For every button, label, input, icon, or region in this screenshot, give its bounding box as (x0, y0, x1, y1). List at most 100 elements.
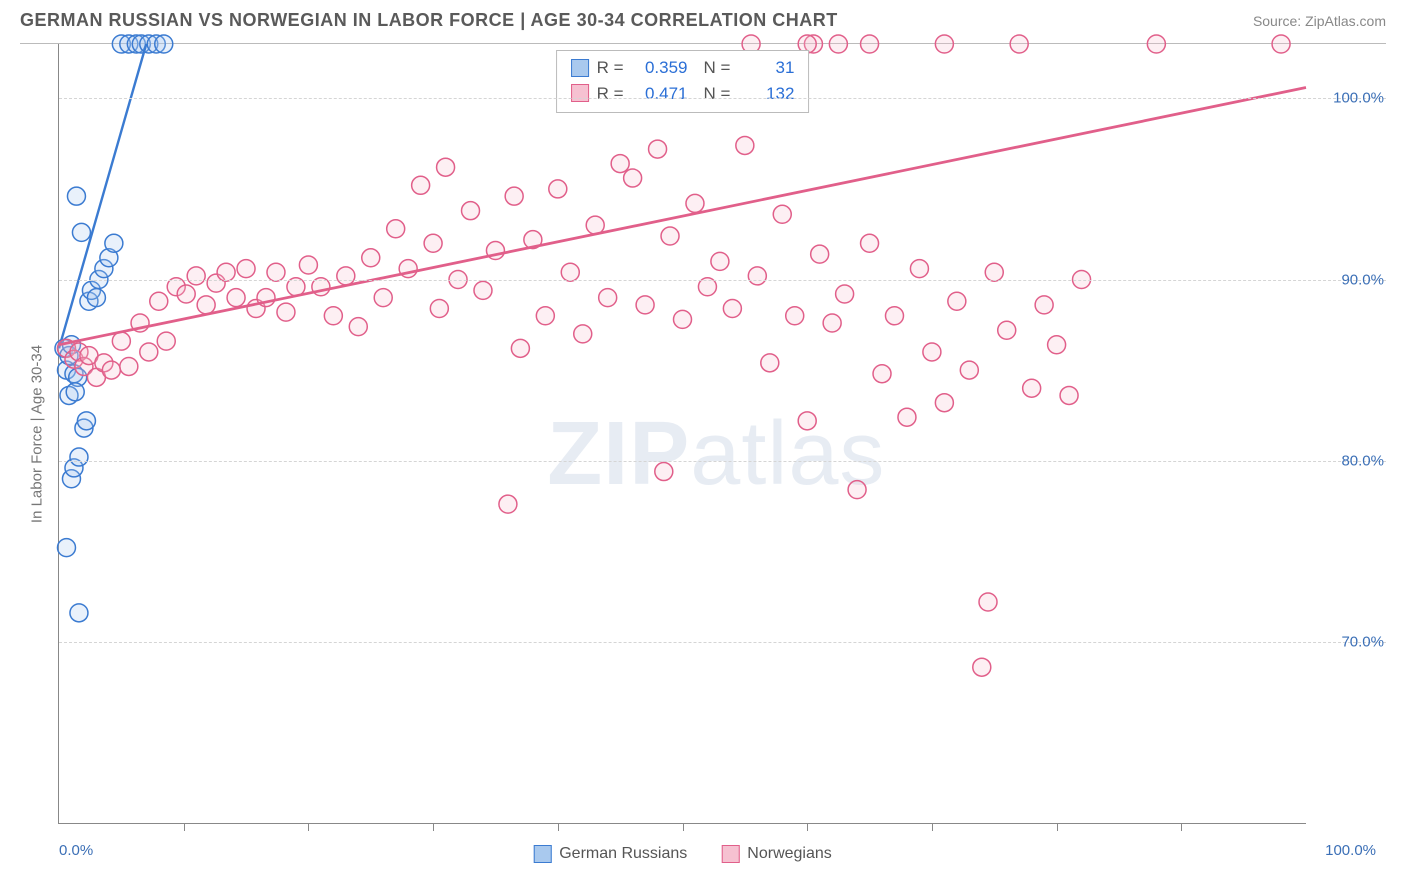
legend-swatch (533, 845, 551, 863)
legend-item: Norwegians (721, 845, 831, 863)
data-point (462, 202, 480, 220)
data-point (324, 307, 342, 325)
data-point (836, 285, 854, 303)
x-tick (683, 823, 684, 831)
chart-container: In Labor Force | Age 30-34 ZIPatlas R =0… (20, 43, 1386, 824)
data-point (1035, 296, 1053, 314)
data-point (898, 408, 916, 426)
x-tick (433, 823, 434, 831)
data-point (786, 307, 804, 325)
legend-swatch (721, 845, 739, 863)
legend-label: Norwegians (747, 845, 831, 863)
x-tick (184, 823, 185, 831)
data-point (1147, 35, 1165, 53)
data-point (979, 593, 997, 611)
y-tick-label: 80.0% (1314, 452, 1384, 469)
data-point (150, 292, 168, 310)
data-point (624, 169, 642, 187)
data-point (910, 260, 928, 278)
data-point (935, 394, 953, 412)
data-point (773, 205, 791, 223)
data-point (611, 155, 629, 173)
stat-r-label: R = (597, 55, 624, 81)
data-point (848, 481, 866, 499)
data-point (923, 343, 941, 361)
regression-line (59, 87, 1306, 344)
bottom-legend: German Russians Norwegians (533, 845, 832, 863)
data-point (157, 332, 175, 350)
data-point (935, 35, 953, 53)
stat-n-value: 132 (738, 81, 794, 107)
data-point (67, 187, 85, 205)
stat-n-label: N = (704, 55, 731, 81)
data-point (1272, 35, 1290, 53)
data-point (873, 365, 891, 383)
data-point (424, 234, 442, 252)
data-point (187, 267, 205, 285)
data-point (885, 307, 903, 325)
data-point (299, 256, 317, 274)
data-point (823, 314, 841, 332)
series-swatch (571, 84, 589, 102)
data-point (474, 281, 492, 299)
data-point (1048, 336, 1066, 354)
data-point (70, 604, 88, 622)
data-point (499, 495, 517, 513)
data-point (649, 140, 667, 158)
data-point (574, 325, 592, 343)
stats-row: R = 0.359 N = 31 (571, 55, 795, 81)
data-point (437, 158, 455, 176)
chart-title: GERMAN RUSSIAN VS NORWEGIAN IN LABOR FOR… (20, 10, 838, 31)
data-point (1010, 35, 1028, 53)
stat-r-value: 0.359 (632, 55, 688, 81)
stat-n-value: 31 (738, 55, 794, 81)
gridline (59, 461, 1386, 462)
x-tick (1181, 823, 1182, 831)
data-point (412, 176, 430, 194)
data-point (948, 292, 966, 310)
stats-box: R =0.359N =31R =0.471N =132 (556, 50, 810, 113)
data-point (337, 267, 355, 285)
data-point (197, 296, 215, 314)
legend-item: German Russians (533, 845, 687, 863)
x-axis-label-max: 100.0% (1325, 842, 1376, 859)
data-point (102, 361, 120, 379)
data-point (711, 252, 729, 270)
data-point (861, 35, 879, 53)
data-point (237, 260, 255, 278)
x-axis-label-min: 0.0% (59, 842, 93, 859)
stat-n-label: N = (704, 81, 731, 107)
data-point (748, 267, 766, 285)
y-tick-label: 90.0% (1314, 271, 1384, 288)
y-axis-title: In Labor Force | Age 30-34 (29, 344, 46, 522)
data-point (87, 289, 105, 307)
data-point (177, 285, 195, 303)
data-point (960, 361, 978, 379)
data-point (723, 299, 741, 317)
data-point (973, 658, 991, 676)
data-point (661, 227, 679, 245)
series-swatch (571, 59, 589, 77)
legend-label: German Russians (559, 845, 687, 863)
data-point (599, 289, 617, 307)
y-tick-label: 100.0% (1314, 90, 1384, 107)
data-point (374, 289, 392, 307)
data-point (1023, 379, 1041, 397)
scatter-svg (59, 44, 1306, 823)
data-point (140, 343, 158, 361)
data-point (70, 448, 88, 466)
data-point (430, 299, 448, 317)
data-point (1060, 386, 1078, 404)
y-tick-label: 70.0% (1314, 633, 1384, 650)
data-point (72, 223, 90, 241)
data-point (761, 354, 779, 372)
gridline (59, 280, 1386, 281)
x-tick (932, 823, 933, 831)
data-point (349, 318, 367, 336)
x-tick (308, 823, 309, 831)
data-point (536, 307, 554, 325)
chart-source: Source: ZipAtlas.com (1253, 13, 1386, 29)
data-point (362, 249, 380, 267)
data-point (998, 321, 1016, 339)
x-tick (1057, 823, 1058, 831)
